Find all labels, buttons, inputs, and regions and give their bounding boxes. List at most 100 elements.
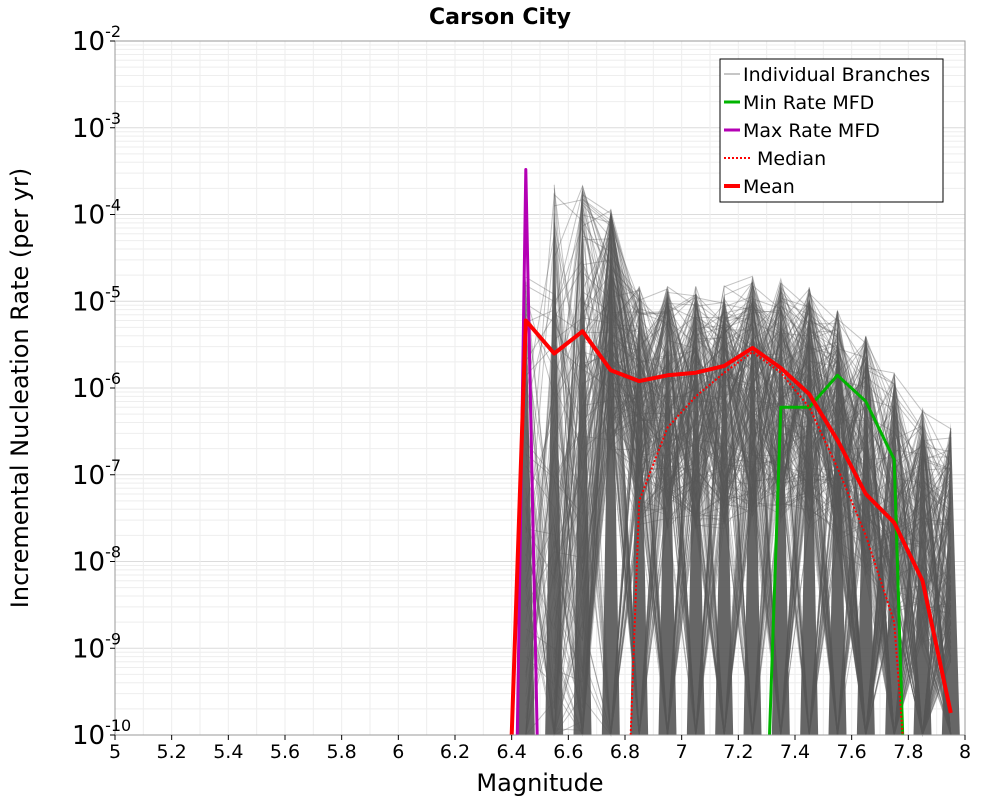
branch-line [582,198,952,736]
branch-line [525,235,952,736]
y-tick-label: 10-4 [72,196,121,231]
branch-line [525,302,952,736]
branch-line [525,201,951,736]
branch-spike [573,183,592,735]
y-axis-ticks: 10-10 10-9 10-8 10-7 10-6 10-5 10-4 10-3 10-2 [72,22,131,751]
branch-line [582,303,952,736]
series-line-median [629,351,904,736]
branch-line [582,326,952,535]
branch-line [582,285,952,736]
branch-line [525,306,951,736]
branch-line [525,284,952,737]
branch-line [525,228,952,736]
branch-line [525,190,952,736]
legend-label: Individual Branches [743,64,930,86]
x-tick-label: 7.6 [837,741,867,763]
y-tick-label: 10-2 [72,22,121,57]
series-lines [509,168,953,736]
x-tick-label: 5.4 [213,741,243,763]
y-tick-label: 10-7 [72,456,121,491]
branch-line [525,391,952,736]
x-tick-label: 7 [676,741,688,763]
x-tick-label: 6.8 [610,741,640,763]
branch-line [582,236,952,736]
y-tick-label: 10-6 [72,369,121,404]
branch-line [582,220,952,736]
y-axis-label: Incremental Nucleation Rate (per yr) [6,168,34,608]
branch-line [525,306,952,736]
x-axis-ticks: 5 5.2 5.4 5.6 5.8 6 6.2 6.4 6.6 6.8 7 7.2 7.4 7.6 7.8 8 [109,735,971,763]
branch-line [582,293,952,736]
branch-line [525,232,952,736]
x-tick-label: 6.6 [553,741,583,763]
x-tick-label: 5 [109,741,121,763]
series-line-max-rate-mfd [515,168,539,736]
branch-line [525,234,952,736]
branch-line [525,238,952,736]
branch-spike [516,275,535,735]
branch-line [582,299,952,736]
branch-line [525,293,952,736]
branch-line [525,344,952,736]
y-tick-label: 10-3 [72,109,121,144]
x-tick-label: 6 [392,741,404,763]
branch-line [525,237,952,736]
branch-line [525,346,952,736]
branch-line [525,234,952,736]
branch-line [525,281,952,733]
branch-spike [715,285,734,735]
branch-spike [828,309,847,735]
branch-line [525,313,952,736]
branch-spike [941,422,960,735]
branch-line [525,209,952,737]
branch-line [525,304,952,736]
x-tick-label: 5.2 [157,741,187,763]
legend: Individual Branches Min Rate MFD Max Rate … [719,58,944,203]
branch-line [525,271,952,736]
branch-spike [913,407,932,735]
branch-spike [743,275,762,735]
branch-line [525,313,952,736]
branch-line [582,213,952,568]
x-tick-label: 6.2 [440,741,470,763]
branch-line [525,321,952,736]
x-tick-label: 8 [959,741,971,763]
series-line-mean [509,318,953,736]
branch-line [582,263,951,736]
branch-line [525,226,952,736]
branch-line [525,212,952,736]
x-tick-label: 6.4 [497,741,527,763]
branch-spike [545,183,564,735]
x-tick-label: 7.4 [780,741,810,763]
branch-line [525,293,952,736]
branch-line [525,188,952,736]
legend-box [719,58,944,203]
x-tick-label: 5.8 [327,741,357,763]
x-tick-label: 5.6 [270,741,300,763]
branch-line [525,282,952,736]
x-axis-label: Magnitude [476,769,603,797]
branch-line [525,193,952,736]
branch-line [525,292,951,736]
y-tick-label: 10-10 [72,716,131,751]
legend-label: Max Rate MFD [743,120,880,142]
branch-line [582,215,952,736]
branch-line [525,295,952,736]
y-tick-label: 10-8 [72,543,121,578]
branch-spike [658,285,677,735]
x-tick-label: 7.2 [723,741,753,763]
branch-line [525,286,952,736]
branch-line [525,215,951,736]
branch-spike [771,279,790,735]
branch-line [525,273,952,736]
branch-line [582,289,952,736]
branch-spike [856,335,875,735]
branch-line [525,290,952,736]
legend-label: Min Rate MFD [743,92,874,114]
chart-title: Carson City [429,5,571,30]
branch-line [582,346,952,736]
branch-line [582,295,952,493]
branch-line [525,214,952,736]
branch-line [525,267,952,736]
branch-line [525,232,951,736]
